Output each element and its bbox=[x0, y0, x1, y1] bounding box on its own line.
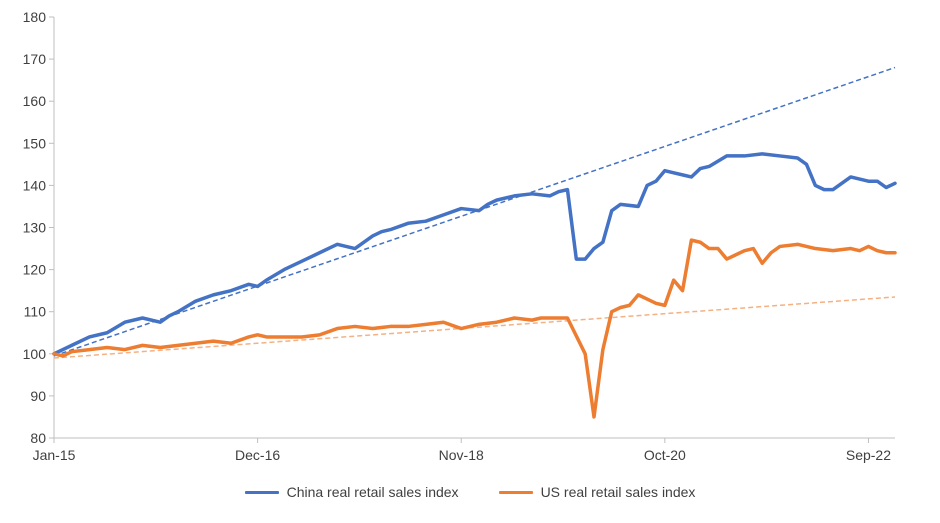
x-tick-label: Sep-22 bbox=[846, 447, 891, 463]
china-series-line bbox=[52, 152, 897, 356]
y-tick-label: 90 bbox=[30, 388, 46, 404]
us-series-line bbox=[52, 238, 897, 419]
y-tick-label: 120 bbox=[23, 262, 47, 278]
y-tick-label: 110 bbox=[24, 304, 47, 320]
x-tick-label: Jan-15 bbox=[33, 447, 76, 463]
y-tick-label: 180 bbox=[23, 9, 47, 25]
legend-swatch-us bbox=[498, 490, 533, 494]
y-tick-label: 140 bbox=[23, 177, 47, 193]
y-tick-label: 100 bbox=[23, 346, 47, 362]
legend-swatch-china bbox=[244, 490, 279, 494]
legend-label-china: China real retail sales index bbox=[286, 484, 459, 500]
x-tick-label: Nov-18 bbox=[439, 447, 484, 463]
x-tick-label: Oct-20 bbox=[644, 447, 686, 463]
y-tick-label: 150 bbox=[23, 135, 47, 151]
y-tick-label: 160 bbox=[23, 93, 47, 109]
us-trend-line bbox=[53, 296, 896, 359]
y-tick-label: 170 bbox=[23, 51, 47, 67]
legend-item-us: US real retail sales index bbox=[498, 484, 696, 500]
legend-label-us: US real retail sales index bbox=[540, 484, 696, 500]
y-tick-label: 80 bbox=[30, 430, 46, 446]
x-tick-label: Dec-16 bbox=[235, 447, 280, 463]
legend: China real retail sales index US real re… bbox=[0, 480, 940, 504]
y-tick-label: 130 bbox=[23, 220, 47, 236]
legend-item-china: China real retail sales index bbox=[244, 484, 459, 500]
